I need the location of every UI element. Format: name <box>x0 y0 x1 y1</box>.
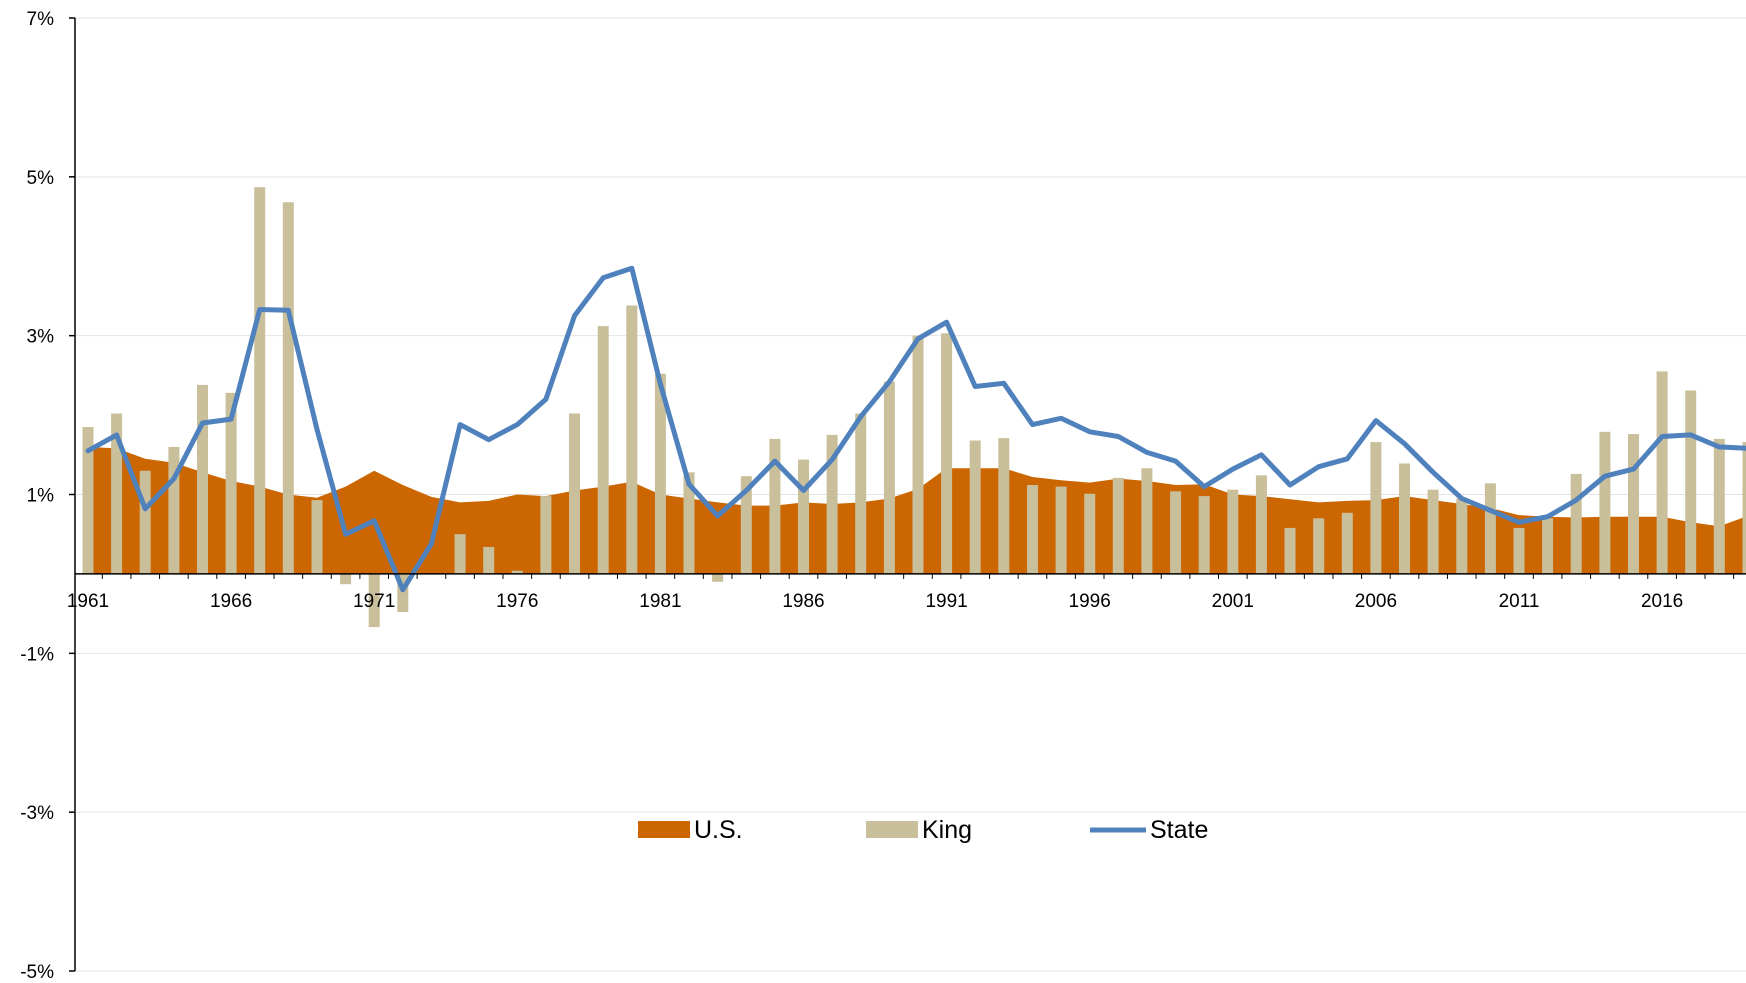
y-tick-label: -1% <box>20 644 54 665</box>
king-bar <box>1513 527 1525 574</box>
legend-label-state: State <box>1150 816 1208 844</box>
x-tick-label: 1991 <box>925 591 967 612</box>
king-bar <box>1656 371 1668 574</box>
king-bar <box>282 202 294 574</box>
king-bar <box>569 413 580 574</box>
king-bar <box>1055 486 1067 574</box>
king-bar <box>168 446 180 574</box>
king-bar <box>1456 498 1468 574</box>
y-tick-labels: 7% 5% 3% 1% -1% -3% -5% <box>20 9 54 983</box>
king-bar <box>197 384 208 574</box>
king-bar <box>1170 491 1182 574</box>
king-bar <box>1742 442 1746 574</box>
king-bar <box>1484 483 1496 574</box>
king-bar <box>654 373 666 574</box>
state-line-layer <box>85 265 1746 593</box>
king-bar <box>769 438 781 574</box>
x-tick-label: 1986 <box>782 591 824 612</box>
x-tick-label: 2001 <box>1212 591 1254 612</box>
king-bar <box>1284 527 1296 574</box>
y-tick-label: 7% <box>27 9 55 30</box>
king-bar <box>1685 390 1697 574</box>
axes <box>69 17 1746 972</box>
king-bar <box>1027 485 1038 574</box>
king-bar <box>82 427 94 574</box>
king-bar <box>1542 518 1554 574</box>
state-line <box>85 265 1746 593</box>
king-bar <box>1370 442 1382 574</box>
king-bar <box>1713 438 1725 574</box>
x-tick-label: 1971 <box>353 591 395 612</box>
x-tick-label: 1966 <box>210 591 252 612</box>
king-bar <box>912 335 924 574</box>
king-bar <box>683 472 695 574</box>
king-bar <box>139 470 151 574</box>
king-bar <box>1198 496 1210 574</box>
king-bar <box>311 500 323 574</box>
king-bar <box>626 305 638 574</box>
king-bar <box>1141 468 1153 574</box>
king-bar <box>1084 493 1096 574</box>
king-bar <box>855 413 867 574</box>
king-bar <box>111 413 123 574</box>
king-bar <box>1427 489 1439 574</box>
king-bar <box>740 476 752 574</box>
x-tick-label: 1996 <box>1069 591 1111 612</box>
legend-label-us: U.S. <box>694 816 743 844</box>
king-bar <box>254 187 266 574</box>
king-bar <box>397 573 409 612</box>
king-bar <box>826 434 838 574</box>
x-tick-label: 1981 <box>639 591 681 612</box>
king-bar <box>1570 473 1582 574</box>
king-bar <box>969 440 981 574</box>
king-bar <box>454 534 466 574</box>
y-tick-label: -3% <box>20 803 54 824</box>
y-tick-label: 3% <box>27 327 55 348</box>
king-bar <box>1599 431 1611 574</box>
x-tick-label: 1961 <box>67 591 109 612</box>
king-bar <box>1341 512 1353 574</box>
king-bar <box>511 570 523 574</box>
x-tick-label: 2011 <box>1499 591 1540 612</box>
legend-swatch-us <box>638 821 690 838</box>
king-bar <box>225 392 237 574</box>
legend-label-king: King <box>922 816 972 844</box>
x-tick-label: 2016 <box>1641 591 1683 612</box>
king-bar <box>483 546 495 574</box>
x-tick-labels: 1961 1966 1971 1976 1981 1986 1991 1996 2001 2006… <box>67 591 1683 612</box>
king-bar <box>1255 475 1267 574</box>
king-bar <box>340 573 352 585</box>
king-bar <box>941 333 953 574</box>
king-bar <box>1313 518 1325 574</box>
y-tick-label: -5% <box>20 962 54 983</box>
legend: U.S. King State <box>638 816 1208 844</box>
y-tick-label: 1% <box>27 486 55 507</box>
king-bar <box>998 438 1010 574</box>
x-tick-label: 2006 <box>1355 591 1397 612</box>
king-bar <box>1227 489 1239 574</box>
king-bar <box>1112 477 1124 574</box>
king-bar <box>597 326 609 574</box>
king-bar <box>1628 434 1639 574</box>
king-bar <box>712 573 724 582</box>
king-bar <box>368 573 380 628</box>
x-tick-label: 1976 <box>496 591 538 612</box>
king-bar <box>1399 463 1410 574</box>
king-bar <box>883 381 895 574</box>
king-bar <box>540 496 552 574</box>
king-bars-layer <box>82 187 1746 628</box>
king-bar <box>798 459 809 574</box>
y-tick-label: 5% <box>27 168 55 189</box>
legend-swatch-king <box>866 821 918 838</box>
